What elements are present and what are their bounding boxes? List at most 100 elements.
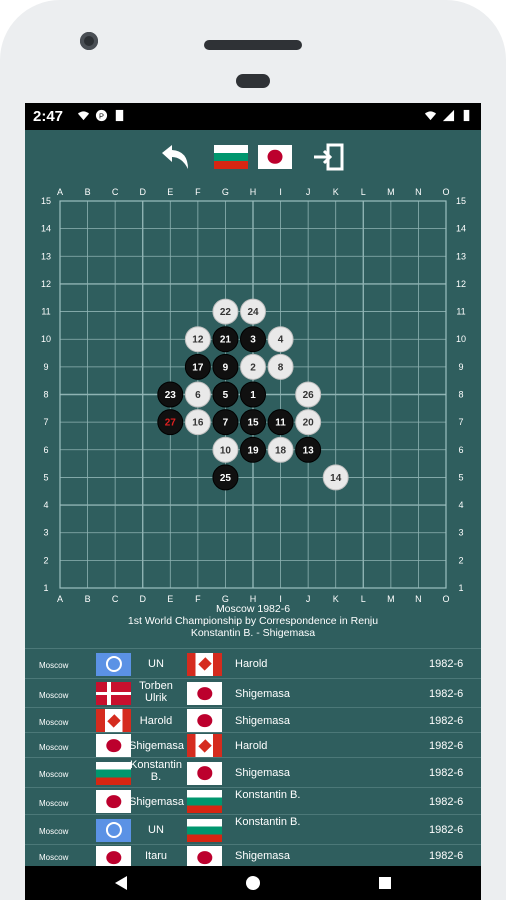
game-list-row[interactable]: Moscow UN Harold 1982-6 (25, 648, 481, 679)
column-label-top: G (222, 187, 229, 197)
stone-number: 7 (223, 418, 229, 429)
stone-black[interactable] (267, 409, 294, 436)
stone-black[interactable] (212, 409, 239, 436)
game-list: Moscow UN Harold 1982-6 Moscow Torben Ulrik Sh… (25, 648, 481, 866)
stone-black[interactable] (240, 409, 266, 436)
column-label-bottom: D (139, 594, 146, 604)
game-list-row[interactable]: Moscow Shigemasa Harold 1982-6 (25, 732, 481, 758)
back-triangle-icon[interactable] (113, 875, 129, 891)
stone-black[interactable] (212, 326, 239, 353)
home-circle-icon[interactable] (245, 875, 261, 891)
player2-name: Harold (235, 658, 268, 670)
player2-name: Shigemasa (235, 767, 291, 779)
row-label-right: 1 (458, 583, 463, 593)
row-label-left: 2 (43, 555, 48, 565)
player2-flag-button[interactable] (257, 142, 293, 172)
stone-white[interactable] (240, 298, 266, 325)
stone-white[interactable] (295, 409, 322, 436)
game-list-row[interactable]: Moscow UN Konstantin B. 1982-6 (25, 814, 481, 845)
exit-button[interactable] (311, 142, 347, 172)
column-label-bottom: N (415, 594, 422, 604)
stone-white[interactable] (267, 326, 294, 353)
stone-white[interactable] (212, 436, 239, 463)
game-place: Moscow (39, 853, 69, 862)
game-list-row[interactable]: Moscow Itaru Shigemasa 1982-6 (25, 844, 481, 866)
column-label-bottom: L (361, 594, 366, 604)
stone-number: 10 (220, 445, 232, 456)
stone-number: 12 (192, 335, 204, 346)
player1-flag-button[interactable] (213, 142, 249, 172)
row-label-left: 4 (43, 500, 48, 510)
game-list-row[interactable]: Moscow Torben Ulrik Shigemasa 1982-6 (25, 678, 481, 708)
row-label-right: 3 (458, 528, 463, 538)
column-label-bottom: A (57, 594, 63, 604)
front-camera (80, 32, 98, 50)
stone-number: 11 (275, 418, 286, 429)
stone-number: 20 (303, 418, 315, 429)
stone-white[interactable] (184, 381, 211, 408)
column-label-top: F (195, 187, 201, 197)
game-place: Moscow (39, 661, 69, 670)
player1-name: Shigemasa (129, 739, 185, 752)
player1-name: Itaru (144, 850, 167, 862)
japan-flag-icon (187, 846, 222, 866)
row-label-right: 9 (458, 362, 463, 372)
status-icons-left: P (77, 109, 126, 122)
stone-number: 18 (275, 445, 287, 456)
wifi-question-icon (77, 111, 90, 121)
column-label-bottom: O (442, 594, 449, 604)
stone-white[interactable] (267, 353, 294, 380)
stone-black[interactable] (295, 436, 322, 463)
stone-black[interactable] (184, 353, 211, 380)
undo-button[interactable] (157, 142, 193, 172)
japan-flag-icon (96, 790, 131, 813)
column-label-top: A (57, 187, 63, 197)
row-label-left: 10 (41, 334, 51, 344)
canada-flag-icon (96, 709, 131, 732)
game-date: 1982-6 (429, 824, 464, 836)
row-label-right: 6 (458, 445, 463, 455)
stone-black[interactable] (212, 464, 239, 491)
game-list-row[interactable]: Moscow Shigemasa Konstantin B. 1982-6 (25, 787, 481, 815)
status-icons-right (424, 109, 473, 122)
stone-white[interactable] (240, 353, 266, 380)
stone-black[interactable] (212, 381, 239, 408)
column-label-bottom: I (279, 594, 282, 604)
stone-white[interactable] (184, 409, 211, 436)
stone-black[interactable] (212, 353, 239, 380)
stone-white[interactable] (184, 326, 211, 353)
stone-black[interactable] (240, 326, 266, 353)
stone-white[interactable] (295, 381, 322, 408)
stone-black[interactable] (157, 409, 184, 436)
player2-name: Konstantin B. (235, 789, 301, 801)
game-info-place: Moscow 1982-6 (215, 603, 291, 615)
row-label-left: 3 (43, 528, 48, 538)
row-label-left: 5 (43, 472, 48, 482)
stone-white[interactable] (322, 464, 349, 491)
row-label-left: 7 (43, 417, 48, 427)
navigation-bar (25, 866, 481, 900)
stone-white[interactable] (212, 298, 239, 325)
stone-black[interactable] (157, 381, 184, 408)
japan-flag-icon (187, 709, 222, 732)
row-label-right: 12 (456, 279, 466, 289)
stone-black[interactable] (240, 436, 266, 463)
game-list-row[interactable]: Moscow Konstantin B. Shigemasa 1982-6 (25, 757, 481, 788)
stone-number: 8 (278, 362, 284, 373)
stone-black[interactable] (240, 381, 266, 408)
status-bar: 2:47 P (25, 103, 481, 130)
recents-square-icon[interactable] (377, 875, 393, 891)
stone-number: 22 (220, 307, 232, 318)
stone-number: 4 (278, 335, 284, 346)
row-label-left: 12 (41, 279, 51, 289)
game-list-row[interactable]: Moscow Harold Shigemasa 1982-6 (25, 707, 481, 733)
game-info-event: 1st World Championship by Correspondence… (127, 615, 379, 627)
japan-flag-icon (187, 761, 222, 785)
bulgaria-flag-icon (187, 790, 222, 813)
row-label-right: 11 (456, 307, 465, 317)
game-date: 1982-6 (429, 795, 464, 808)
stone-white[interactable] (267, 436, 294, 463)
stone-number: 14 (330, 473, 342, 484)
player2-name: Shigemasa (235, 850, 291, 862)
